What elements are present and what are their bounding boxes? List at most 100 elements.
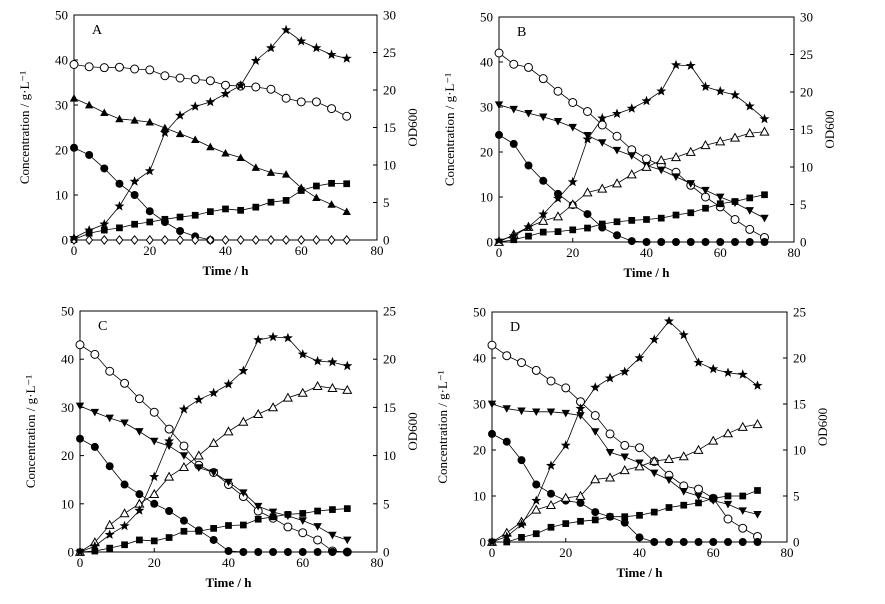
open-triangle-up-marker [626, 169, 637, 179]
filled-circle-marker [298, 548, 307, 556]
filled-star-marker [685, 60, 696, 70]
filled-circle-marker [657, 238, 666, 246]
filled-circle-marker [90, 442, 99, 451]
filled-square-marker [731, 198, 739, 205]
filled-star-marker [114, 201, 125, 211]
filled-circle-marker [583, 210, 592, 219]
x-tick-label: 80 [371, 243, 384, 258]
open-triangle-up-marker [634, 461, 645, 471]
filled-star-marker [281, 24, 292, 35]
filled-triangle-up-marker [191, 135, 200, 144]
y2-tick-label: 10 [793, 443, 806, 458]
filled-triangle-down-marker [664, 476, 674, 485]
open-circle-marker [281, 93, 291, 103]
filled-triangle-down-marker [716, 193, 725, 202]
filled-square-marker [116, 224, 123, 232]
filled-star-marker [501, 531, 512, 541]
filled-star-marker [523, 221, 534, 232]
filled-square-marker [510, 236, 518, 244]
x-tick-label: 60 [295, 243, 308, 258]
open-triangle-up-marker [759, 126, 770, 136]
filled-square-marker [657, 214, 665, 222]
x-tick-label: 40 [640, 245, 653, 260]
filled-triangle-down-marker [509, 105, 518, 114]
filled-circle-marker [620, 518, 629, 527]
filled-circle-marker [145, 207, 154, 216]
open-triangle-up-marker [700, 140, 711, 150]
x-tick-label: 0 [71, 243, 78, 258]
filled-circle-marker [179, 516, 188, 525]
open-diamond-marker [115, 234, 124, 246]
filled-triangle-down-marker [612, 146, 622, 155]
filled-star-marker [678, 329, 689, 340]
filled-circle-marker [165, 507, 174, 516]
filled-circle-marker [85, 150, 94, 159]
open-circle-marker [296, 97, 306, 107]
filled-triangle-down-marker [701, 186, 710, 195]
filled-star-marker [494, 235, 504, 245]
filled-triangle-down-marker [298, 517, 307, 525]
filled-circle-marker [679, 538, 688, 546]
filled-star-marker [553, 193, 563, 203]
open-diamond-marker [282, 234, 291, 246]
open-triangle-up-marker [737, 421, 748, 431]
y2-tick-label: 0 [800, 235, 807, 250]
series-filled-star [75, 331, 353, 557]
filled-star-marker [311, 42, 322, 53]
y-tick-label: 30 [55, 98, 68, 113]
filled-star-marker [99, 219, 110, 229]
filled-triangle-down-marker [487, 400, 497, 409]
open-triangle-up-marker [670, 152, 682, 162]
open-circle-marker [134, 394, 144, 404]
open-circle-marker [517, 358, 526, 368]
y2-tick-label: 25 [383, 45, 396, 60]
filled-circle-marker [686, 238, 695, 246]
filled-triangle-down-marker [209, 469, 218, 477]
open-diamond-marker [297, 234, 306, 246]
filled-circle-marker [517, 456, 526, 465]
open-circle-marker [221, 80, 230, 90]
x-tick-label: 20 [143, 243, 156, 258]
series-line [73, 64, 347, 117]
open-diamond-marker [191, 234, 200, 246]
y-tick-label: 40 [473, 351, 486, 366]
open-circle-marker [164, 424, 174, 434]
series-filled-triangle-down [75, 402, 352, 545]
filled-triangle-down-marker [524, 109, 533, 118]
filled-square-marker [746, 194, 754, 202]
filled-triangle-down-marker [539, 113, 548, 122]
filled-square-marker [628, 217, 636, 224]
y2-tick-label: 30 [383, 8, 396, 23]
filled-square-marker [606, 513, 614, 521]
filled-square-marker [180, 527, 188, 535]
open-circle-marker [502, 351, 512, 361]
filled-square-marker [539, 228, 547, 236]
filled-star-marker [268, 331, 279, 342]
filled-star-marker [664, 315, 674, 326]
filled-star-marker [84, 225, 95, 235]
filled-star-marker [89, 540, 100, 551]
open-triangle-up-marker [149, 488, 160, 499]
open-circle-marker [266, 84, 276, 94]
open-triangle-up-marker [693, 444, 704, 454]
filled-circle-marker [627, 237, 636, 246]
filled-circle-marker [254, 548, 263, 556]
filled-triangle-down-marker [627, 152, 636, 160]
x-tick-label: 0 [489, 545, 496, 560]
y-tick-label: 0 [480, 535, 487, 550]
filled-star-marker [235, 80, 246, 90]
filled-circle-marker [547, 489, 555, 498]
open-circle-marker [313, 535, 323, 545]
open-circle-marker [635, 443, 644, 453]
y-tick-label: 20 [61, 448, 74, 463]
x-tick-label: 0 [496, 245, 503, 260]
filled-square-marker [636, 511, 643, 519]
filled-square-marker [672, 211, 680, 219]
filled-star-marker [104, 529, 115, 539]
filled-square-marker [206, 208, 214, 216]
y-axis-title: Concentration / g·L⁻¹ [435, 370, 450, 483]
filled-triangle-down-marker [268, 508, 278, 517]
filled-star-marker [737, 369, 748, 379]
open-triangle-up-marker [282, 392, 293, 402]
open-triangle-up-marker [567, 199, 578, 209]
